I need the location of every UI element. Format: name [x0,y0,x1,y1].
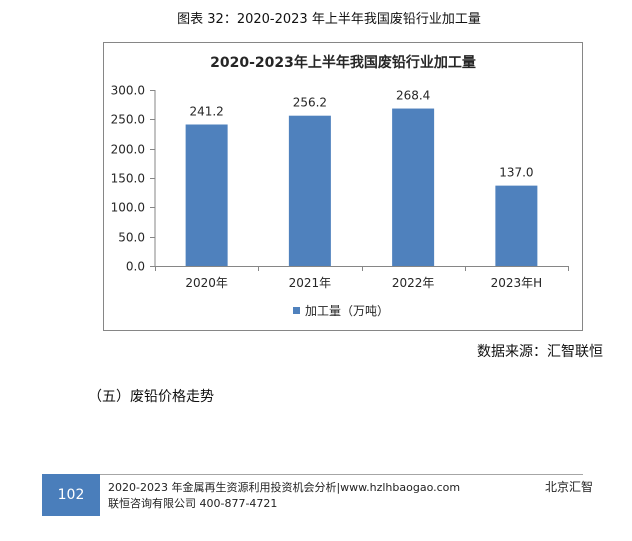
bar-chart: 2020-2023年上半年我国废铅行业加工量 0.0 50.0 100.0 150.0 2… [103,42,583,331]
footer-divider [42,474,583,475]
y-tick-label: 300.0 [111,84,145,98]
figure-caption: 图表 32：2020-2023 年上半年我国废铅行业加工量 [177,12,481,27]
footer-report-title: 2020-2023 年金属再生资源利用投资机会分析|www.hzlhbaogao… [108,481,461,494]
bar [185,124,228,266]
y-tick-label: 150.0 [111,172,145,186]
chart-title: 2020-2023年上半年我国废铅行业加工量 [210,54,476,71]
data-label: 241.2 [189,104,223,118]
legend-label: 加工量（万吨） [305,304,389,318]
chart-container: 2020-2023年上半年我国废铅行业加工量 0.0 50.0 100.0 150.0 2… [103,42,583,331]
bar [495,185,538,266]
x-tick-label: 2022年 [392,276,435,290]
legend-swatch [293,307,300,314]
y-tick-label: 50.0 [118,231,145,245]
y-tick-label: 200.0 [111,143,145,157]
section-heading: （五）废铅价格走势 [88,389,214,405]
y-tick-label: 100.0 [111,201,145,215]
data-label: 137.0 [499,166,533,180]
bar [288,115,331,266]
y-tick-label: 250.0 [111,113,145,127]
data-source: 数据来源：汇智联恒 [477,344,603,360]
bar [392,108,435,266]
footer-company: 联恒咨询有限公司 400-877-4721 [108,497,278,510]
footer-publisher: 北京汇智 [544,480,593,494]
data-label: 256.2 [293,96,327,110]
page-number: 102 [42,474,100,516]
x-tick-label: 2021年 [289,276,332,290]
x-tick-label: 2023年H [491,276,543,290]
y-tick-label: 0.0 [126,260,145,274]
data-label: 268.4 [396,89,430,103]
x-tick-label: 2020年 [185,276,228,290]
